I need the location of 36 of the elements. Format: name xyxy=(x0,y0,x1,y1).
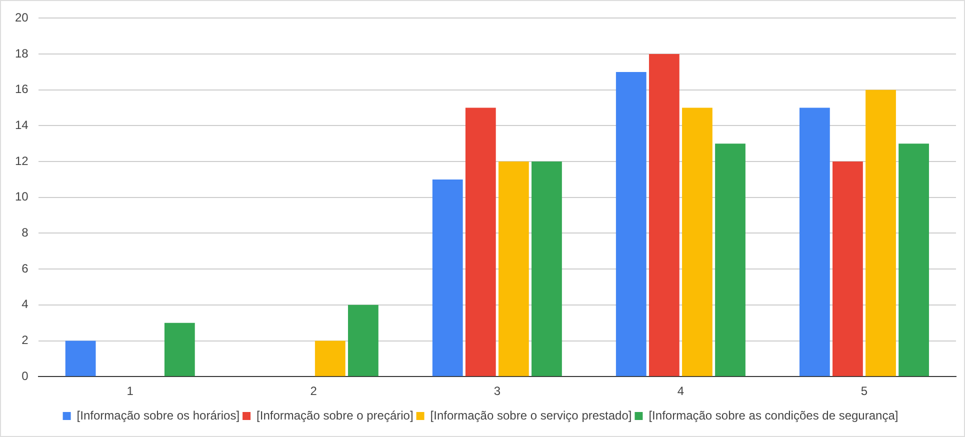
y-tick-label: 6 xyxy=(22,261,29,276)
bar xyxy=(799,108,830,376)
bar xyxy=(648,54,680,376)
y-tick-label: 8 xyxy=(22,226,29,240)
bar xyxy=(348,304,378,376)
legend-label: [Informação sobre os horários] xyxy=(76,408,240,422)
bar xyxy=(432,179,463,376)
legend-label: [Informação sobre o preçário] xyxy=(256,408,414,422)
bar xyxy=(532,162,562,376)
bar xyxy=(866,90,896,376)
bar xyxy=(465,108,496,376)
x-tick-label: 1 xyxy=(126,384,134,398)
y-tick-label: 12 xyxy=(14,154,29,168)
y-tick-label: 4 xyxy=(22,297,29,312)
x-tick-label: 2 xyxy=(310,384,318,398)
bar xyxy=(314,340,346,376)
bar xyxy=(498,162,529,376)
y-tick-label: 14 xyxy=(14,118,29,132)
x-tick-label: 4 xyxy=(677,384,684,398)
bar xyxy=(898,144,929,376)
y-tick-label: 18 xyxy=(14,46,29,60)
y-tick-label: 0 xyxy=(22,368,29,383)
x-tick-label: 3 xyxy=(494,384,501,398)
bar xyxy=(616,72,646,376)
y-tick-label: 2 xyxy=(22,333,29,348)
bar xyxy=(715,144,746,376)
y-tick-label: 16 xyxy=(14,82,29,96)
x-tick-label: 5 xyxy=(860,384,868,398)
bar xyxy=(832,162,863,376)
y-tick-label: 10 xyxy=(14,190,29,204)
bar xyxy=(682,108,712,376)
bar xyxy=(65,340,96,376)
legend-label: [Informação sobre as condições de segurança] xyxy=(648,408,898,422)
y-tick-label: 20 xyxy=(14,10,29,25)
legend-label: [Informação sobre o serviço prestado] xyxy=(430,408,632,422)
bar xyxy=(164,322,195,376)
